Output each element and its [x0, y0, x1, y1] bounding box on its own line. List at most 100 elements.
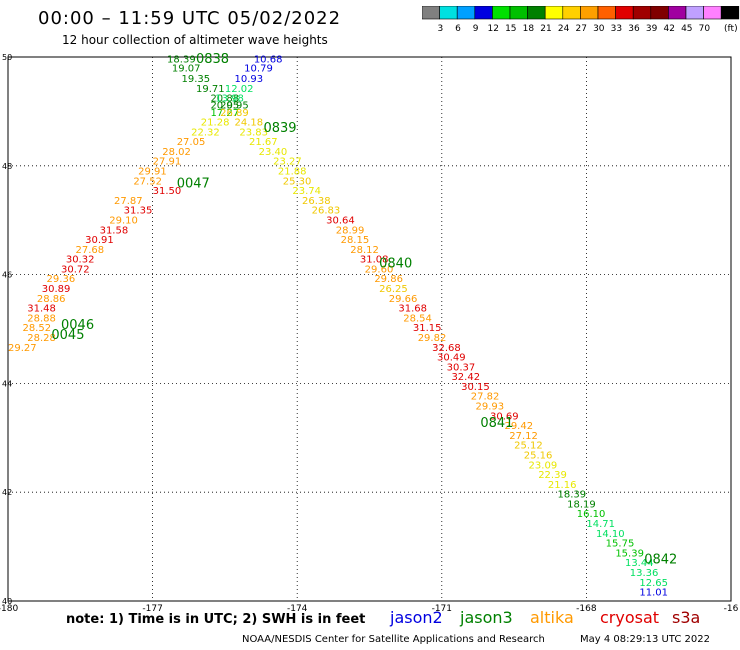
map-frame [7, 56, 732, 602]
wave-height-label: 29.10 [109, 215, 138, 226]
wave-height-label: 31.15 [413, 323, 442, 334]
wave-height-label: 19.35 [182, 74, 211, 85]
longitude-tick-label: -174 [287, 604, 308, 614]
latitude-tick-label: 40 [2, 597, 12, 606]
wave-height-label: 22.32 [191, 127, 220, 138]
wave-height-label: 25.16 [524, 450, 553, 461]
latitude-tick-label: 50 [2, 53, 12, 62]
satellite-legend-jason3: jason3 [460, 608, 513, 627]
wave-height-label: 31.35 [124, 206, 153, 217]
wave-height-label: 13.98 [215, 94, 244, 105]
wave-height-label: 30.15 [461, 382, 490, 393]
wave-height-label: 27.05 [177, 137, 206, 148]
colorbar-tick-label: 12 [487, 24, 498, 34]
wave-height-label: 29.91 [138, 167, 167, 178]
wave-height-label: 21.67 [249, 137, 278, 148]
wave-height-label: 12.65 [639, 578, 668, 589]
wave-height-label: 30.72 [61, 264, 90, 275]
wave-height-label: 31.68 [398, 304, 427, 315]
wave-height-label: 29.42 [504, 421, 533, 432]
wave-height-label: 23.74 [292, 186, 321, 197]
pass-time-label: 0842 [644, 552, 677, 567]
map-title: 00:00 – 11:59 UTC 05/02/2022 [38, 8, 342, 29]
latitude-tick-label: 46 [2, 271, 12, 280]
colorbar-tick-label: 30 [593, 24, 605, 34]
latitude-tick-label: 48 [2, 162, 12, 171]
wave-height-label: 30.91 [85, 235, 114, 246]
wave-height-label: 14.71 [586, 519, 615, 530]
wave-height-label: 10.68 [254, 54, 283, 65]
longitude-tick-label: -177 [142, 604, 162, 614]
wave-height-label: 25.12 [514, 441, 543, 452]
satellite-legend-altika: altika [530, 608, 574, 627]
wave-height-label: 29.82 [418, 333, 447, 344]
satellite-legend-cryosat: cryosat [600, 608, 660, 627]
colorbar-tick-label: 33 [611, 24, 622, 34]
wave-height-label: 18.39 [167, 54, 196, 65]
pass-time-label: 0839 [263, 121, 296, 136]
wave-height-label: 26.83 [312, 206, 341, 217]
wave-height-label: 28.88 [27, 313, 56, 324]
satellite-legend-jason2: jason2 [390, 608, 443, 627]
colorbar-tick-label: 21 [540, 24, 551, 34]
wave-height-label: 31.48 [27, 304, 56, 315]
wave-height-label: 23.27 [273, 157, 302, 168]
latitude-tick-label: 42 [2, 488, 12, 497]
map-subtitle: 12 hour collection of altimeter wave hei… [62, 33, 328, 47]
units-note: note: 1) Time is in UTC; 2) SWH is in fe… [66, 612, 366, 627]
colorbar-tick-label: 9 [473, 24, 479, 34]
wave-height-label: 27.87 [114, 196, 143, 207]
wave-height-label: 25.30 [283, 176, 312, 187]
wave-height-label: 29.86 [374, 274, 403, 285]
longitude-tick-label: -168 [576, 604, 597, 614]
wave-height-label: 30.64 [326, 215, 355, 226]
color-scale-legend: 3 6 9 12 15 18 21 24 27 30 33 36 39 42 45 70 (ft) [422, 6, 740, 34]
wave-height-label: 13.44 [625, 558, 654, 569]
wave-height-label: 28.52 [22, 323, 51, 334]
wave-height-label: 30.49 [437, 353, 466, 364]
wave-height-label: 11.01 [639, 588, 668, 599]
colorbar-tick-label: 42 [663, 24, 674, 34]
longitude-tick-label: -180 [0, 604, 18, 614]
wave-height-label: 31.50 [153, 186, 182, 197]
wave-height-label: 30.37 [447, 362, 476, 373]
credit-text: NOAA/NESDIS Center for Satellite Applica… [242, 634, 545, 645]
wave-height-label: 21.16 [548, 480, 577, 491]
colorbar-tick-label: 45 [681, 24, 692, 34]
wave-height-label: 28.28 [27, 333, 56, 344]
wave-height-label: 28.54 [403, 313, 432, 324]
colorbar-swatch [720, 6, 740, 20]
wave-height-label: 29.66 [389, 294, 418, 305]
wave-height-label: 20.95 [210, 101, 239, 112]
wave-height-label: 28.99 [336, 225, 365, 236]
wave-height-label: 19.07 [172, 64, 201, 75]
colorbar-tick-label: 70 [699, 24, 711, 34]
wave-height-label: 10.79 [244, 64, 273, 75]
pass-time-label: 0046 [61, 318, 94, 333]
wave-height-label: 30.69 [490, 411, 519, 422]
wave-height-label: 20.95 [220, 101, 249, 112]
wave-height-label: 18.39 [557, 490, 586, 501]
generated-timestamp: May 4 08:29:13 UTC 2022 [580, 634, 710, 645]
colorbar-tick-label: 24 [558, 24, 570, 34]
wave-height-label: 24.18 [235, 118, 264, 129]
wave-height-label: 23.09 [529, 460, 558, 471]
pass-time-label: 0045 [51, 328, 84, 343]
wave-height-label: 15.75 [606, 539, 635, 550]
colorbar-tick-label: 36 [628, 24, 640, 34]
wave-height-label: 29.60 [365, 264, 394, 275]
wave-height-label: 12.02 [225, 84, 254, 95]
wave-height-label: 16.10 [577, 509, 606, 520]
wave-height-label: 28.02 [162, 147, 191, 158]
wave-height-label: 27.91 [153, 157, 182, 168]
colorbar-tick-label: 27 [575, 24, 586, 34]
wave-height-label: 31.08 [360, 255, 389, 266]
wave-height-label: 30.32 [66, 255, 95, 266]
wave-height-label: 32.42 [451, 372, 480, 383]
longitude-tick-label: -171 [432, 604, 452, 614]
colorbar-tick-label: 6 [455, 24, 461, 34]
colorbar-tick-label: 3 [438, 24, 444, 34]
wave-height-label: 18.19 [567, 499, 596, 510]
wave-height-label: 28.15 [341, 235, 370, 246]
wave-height-label: 21.88 [278, 167, 307, 178]
